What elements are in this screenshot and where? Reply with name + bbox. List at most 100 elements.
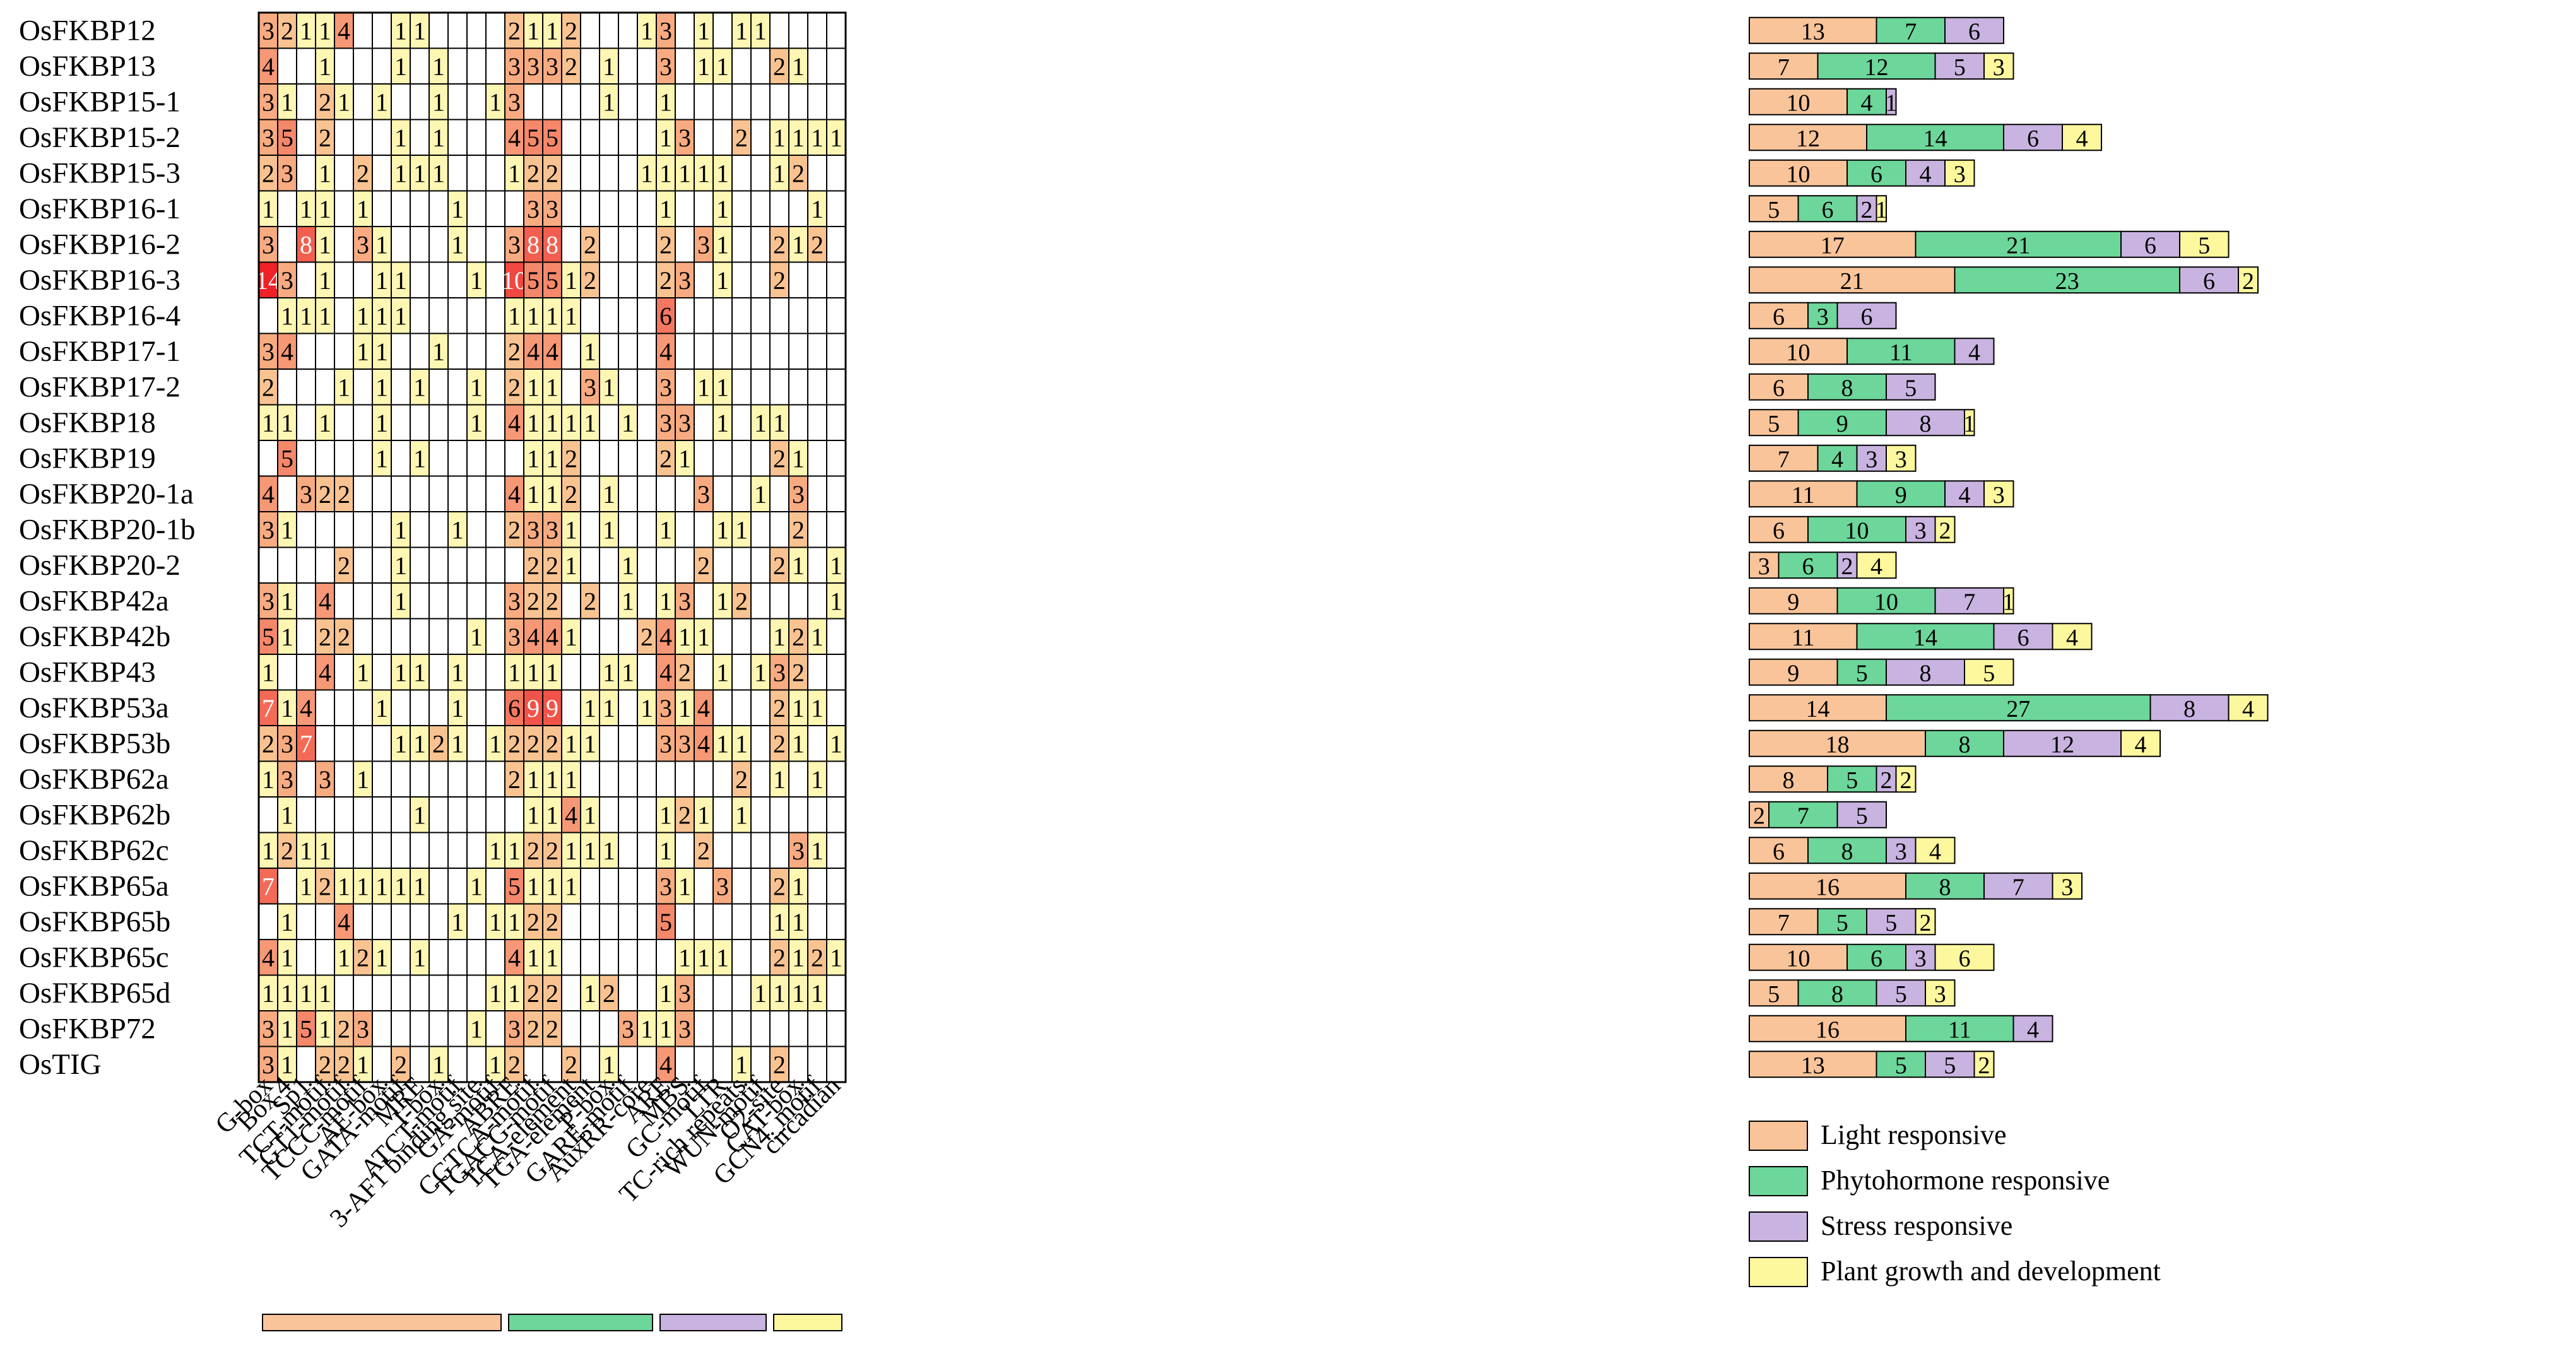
heatmap-cell [561, 725, 581, 762]
stacked-bar-label: 6 [1773, 517, 1785, 544]
heatmap-cell [504, 190, 524, 227]
row-label: OsFKBP65b [19, 905, 170, 938]
heatmap-cell-label: 1 [659, 515, 672, 544]
heatmap-cell [410, 582, 430, 620]
heatmap-cell [372, 511, 392, 548]
heatmap-cell [334, 190, 354, 227]
heatmap-cell-label: 5 [546, 266, 558, 295]
heatmap-cell-label: 2 [527, 587, 540, 615]
heatmap-cell-label: 1 [319, 230, 331, 259]
heatmap-cell [391, 974, 411, 1011]
heatmap-cell [675, 475, 695, 512]
heatmap-cell-label: 5 [281, 124, 293, 152]
heatmap-cell [296, 47, 316, 85]
stacked-bar-label: 3 [1993, 54, 2005, 81]
stacked-bar-label: 7 [2012, 874, 2024, 900]
heatmap-cell [296, 546, 316, 584]
heatmap-cell-label: 2 [641, 623, 653, 651]
heatmap-cell [712, 333, 733, 370]
stacked-bar-segment [1993, 623, 2053, 651]
heatmap-cell [447, 333, 468, 370]
stacked-bar-label: 2 [1861, 197, 1873, 223]
heatmap-cell [428, 297, 449, 334]
stacked-bar-label: 8 [1783, 767, 1795, 794]
heatmap-cell [542, 868, 562, 905]
heatmap-cell [447, 83, 468, 121]
stacked-bar-segment [1925, 1051, 1975, 1078]
heatmap-cell-label: 1 [489, 88, 502, 116]
stacked-bar-label: 8 [2183, 696, 2195, 722]
heatmap-cell-label: 1 [546, 658, 558, 686]
heatmap-cell [428, 404, 449, 441]
heatmap-cell-label: 2 [546, 837, 558, 865]
heatmap-cell [807, 404, 827, 441]
heatmap-cell-label: 1 [394, 658, 407, 686]
heatmap-cell-label: 3 [678, 587, 691, 615]
heatmap-cell [410, 83, 430, 121]
heatmap-cell [523, 832, 543, 869]
heatmap-cell [391, 618, 411, 655]
stacked-bar-label: 11 [1792, 482, 1815, 509]
heatmap-cell [618, 155, 638, 192]
stacked-bar-label: 21 [2006, 232, 2030, 259]
heatmap-cell [769, 190, 789, 227]
stacked-bar-segment [1983, 872, 2053, 900]
heatmap-cell [296, 190, 316, 227]
heatmap-cell [694, 261, 714, 298]
heatmap-cell [428, 475, 449, 512]
heatmap-cell [410, 47, 430, 85]
heatmap-cell [334, 226, 354, 263]
heatmap-cell-label: 1 [489, 979, 502, 1008]
heatmap-cell [750, 796, 771, 834]
heatmap-cell [428, 903, 449, 940]
heatmap-cell [712, 903, 733, 940]
heatmap-cell [523, 190, 543, 227]
heatmap-cell-label: 1 [527, 16, 540, 45]
heatmap-cell [428, 654, 449, 691]
stacked-bar-label: 8 [1841, 375, 1853, 401]
stacked-bar-label: 3 [1758, 553, 1770, 580]
heatmap-cell [826, 226, 846, 263]
heatmap-cell-label: 1 [281, 979, 293, 1008]
heatmap-cell [315, 333, 335, 370]
heatmap-cell [315, 261, 335, 298]
heatmap-cell [523, 725, 543, 762]
heatmap-cell [466, 689, 487, 726]
heatmap-cell-label: 1 [375, 338, 388, 366]
heatmap-cell [428, 368, 449, 406]
heatmap-cell [637, 582, 657, 620]
stacked-bar-segment [1807, 515, 1906, 543]
heatmap-cell [258, 832, 278, 869]
stacked-bar-segment [1846, 88, 1887, 115]
category-bar-light [262, 1314, 502, 1331]
heatmap-cell [391, 1010, 411, 1047]
heatmap-cell [750, 974, 771, 1011]
heatmap-cell [353, 261, 373, 298]
heatmap-cell [807, 155, 827, 192]
heatmap-cell-label: 1 [697, 943, 710, 972]
heatmap-cell [410, 155, 430, 192]
heatmap-cell [542, 83, 562, 121]
row-label: OsFKBP16-3 [19, 264, 180, 297]
heatmap-cell [580, 546, 600, 584]
heatmap-cell [485, 155, 505, 192]
heatmap-cell [731, 974, 752, 1011]
stacked-bar-segment [1749, 480, 1858, 508]
heatmap-cell [504, 546, 524, 584]
heatmap-cell [712, 297, 733, 334]
heatmap-cell [353, 654, 373, 691]
heatmap-cell-label: 1 [394, 872, 407, 900]
heatmap-cell-label: 4 [546, 623, 558, 651]
heatmap-cell-label: 3 [281, 765, 293, 794]
heatmap-cell-label: 1 [584, 409, 596, 437]
heatmap-cell [826, 190, 846, 227]
heatmap-cell [826, 155, 846, 192]
stacked-bar-segment [1886, 409, 1965, 437]
heatmap-cell-label: 3 [300, 480, 312, 509]
heatmap-cell-label: 1 [432, 52, 445, 81]
heatmap-cell-label: 1 [622, 551, 634, 580]
heatmap-cell [372, 760, 392, 798]
heatmap-cell [637, 796, 657, 834]
heatmap-cell [410, 404, 430, 441]
stacked-bar-label: 6 [2018, 625, 2029, 651]
